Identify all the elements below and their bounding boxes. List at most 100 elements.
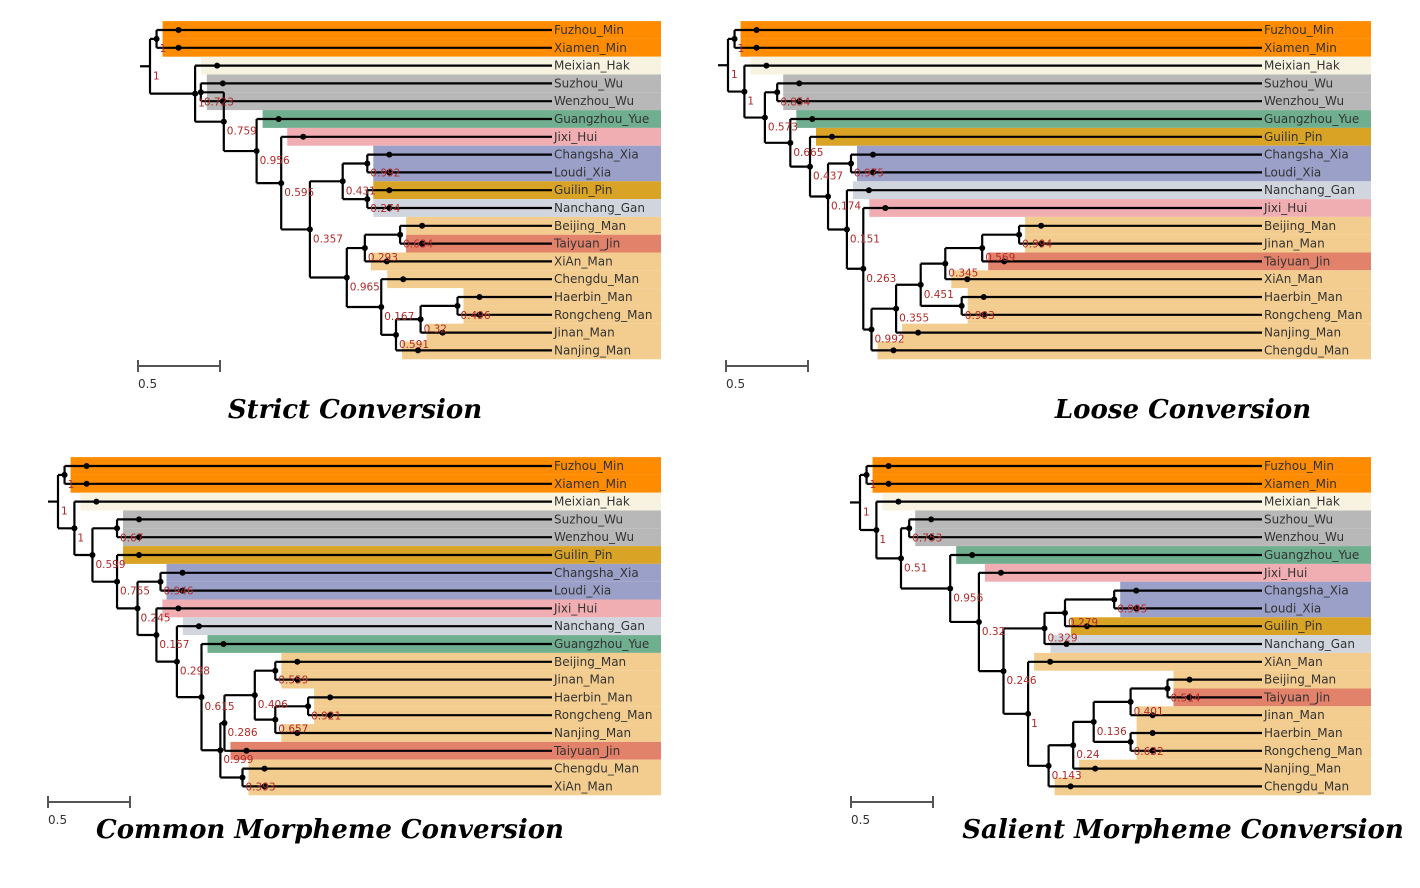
leaf-label: Wenzhou_Wu — [1264, 530, 1344, 544]
tree-node — [253, 148, 260, 155]
leaf-label: Haerbin_Man — [1264, 726, 1343, 740]
support-value: 0.496 — [461, 310, 491, 322]
support-value: 0.136 — [1097, 726, 1127, 738]
tree-node — [1127, 698, 1134, 705]
tree-node — [753, 44, 760, 51]
scale-bar-label: 0.5 — [138, 377, 157, 391]
leaf-label: Chengdu_Man — [554, 762, 639, 776]
leaf-label: Beijing_Man — [1264, 219, 1336, 233]
support-value: 0.263 — [866, 273, 896, 285]
leaf-label: XiAn_Man — [1264, 655, 1323, 669]
leaf-label: Rongcheng_Man — [554, 708, 652, 722]
leaf-label: Loudi_Xia — [1264, 601, 1321, 615]
support-value: 0.279 — [1068, 617, 1098, 629]
support-value: 0.293 — [368, 252, 398, 264]
support-value: 1 — [747, 96, 754, 108]
leaf-label: Nanchang_Gan — [554, 201, 645, 215]
support-value: 0.569 — [985, 252, 1015, 264]
leaf-label: Taiyuan_Jin — [1263, 254, 1330, 268]
leaf-label: Beijing_Man — [554, 655, 626, 669]
support-value: 0.854 — [780, 96, 810, 108]
tree-node — [219, 98, 226, 105]
tree-node — [179, 587, 186, 594]
tree-node — [829, 133, 835, 140]
support-value: 0.999 — [223, 754, 253, 766]
leaf-label: Nanchang_Gan — [1264, 637, 1355, 651]
tree-node — [1133, 587, 1140, 594]
leaf-label: Xiamen_Min — [1264, 41, 1337, 55]
leaf-label: Guilin_Pin — [554, 548, 612, 562]
tree-node — [1149, 730, 1156, 736]
tree-node — [906, 525, 913, 532]
support-value: 0.946 — [164, 586, 194, 598]
leaf-label: Taiyuan_Jin — [553, 744, 620, 758]
tree-node — [917, 281, 924, 288]
tree-node — [439, 329, 446, 336]
leaf-label: Changsha_Xia — [1264, 584, 1349, 598]
leaf-label: Guangzhou_Yue — [554, 112, 649, 126]
support-value: 0.286 — [227, 727, 257, 739]
scale-bar-label: 0.5 — [726, 377, 745, 391]
tree-node — [195, 623, 202, 630]
leaf-label: Nanchang_Gan — [1264, 183, 1355, 197]
leaf-label: Nanjing_Man — [554, 726, 631, 740]
tree-node — [893, 305, 900, 312]
tree-node — [294, 730, 301, 736]
tree-node — [192, 90, 199, 97]
tree-node — [969, 552, 976, 558]
tree-node — [787, 139, 794, 146]
support-value: 0.615 — [205, 701, 235, 713]
support-value: 1 — [68, 479, 75, 491]
tree-node — [71, 525, 78, 532]
tree-node — [214, 62, 221, 69]
tree-node — [731, 35, 738, 42]
leaf-label: Rongcheng_Man — [1264, 308, 1362, 322]
leaf-label: Wenzhou_Wu — [554, 94, 634, 108]
group-band-jin — [1173, 688, 1371, 707]
tree-node — [1038, 240, 1045, 247]
leaf-label: Jinan_Man — [1263, 237, 1325, 251]
leaf-label: Meixian_Hak — [554, 495, 630, 509]
support-value: 1 — [160, 43, 167, 55]
support-value: 0.995 — [1117, 604, 1147, 616]
tree-node — [1001, 258, 1008, 265]
support-value: 0.994 — [1022, 239, 1052, 251]
leaf-label: Guangzhou_Yue — [1264, 112, 1359, 126]
group-band-man — [463, 305, 661, 324]
tree-node — [915, 329, 922, 336]
support-value: 0.753 — [912, 532, 942, 544]
support-value: 1 — [870, 479, 877, 491]
tree-node — [239, 774, 246, 781]
tree-panel-2: 1 0.854 0.975 0.994 0.903 0.569 0.345 0.451 0.35… — [718, 21, 1371, 425]
leaf-label: Chengdu_Man — [1264, 779, 1349, 793]
support-value: 0.755 — [120, 586, 150, 598]
tree-node — [220, 118, 227, 125]
tree-node — [975, 618, 982, 625]
support-value: 0.921 — [311, 710, 341, 722]
tree-node — [114, 578, 121, 585]
leaf-label: Xiamen_Min — [1264, 477, 1337, 491]
tree-node — [942, 260, 949, 267]
support-value: 0.903 — [965, 310, 995, 322]
leaf-label: Jixi_Hui — [1263, 566, 1307, 580]
tree-node — [454, 302, 461, 309]
leaf-label: Fuzhou_Min — [1264, 23, 1334, 37]
tree-node — [476, 311, 483, 318]
tree-node — [774, 89, 781, 96]
tree-node — [1047, 658, 1054, 665]
tree-node — [1090, 718, 1097, 725]
leaf-label: Taiyuan_Jin — [1263, 690, 1330, 704]
support-value: 0.975 — [854, 168, 884, 180]
tree-node — [807, 163, 813, 170]
tree-node — [386, 187, 393, 194]
support-value: 0.634 — [403, 239, 433, 251]
support-value: 0.956 — [260, 155, 290, 167]
support-value: 0.632 — [1134, 746, 1164, 758]
leaf-label: Wenzhou_Wu — [1264, 94, 1344, 108]
leaf-label: Suzhou_Wu — [554, 512, 623, 526]
tree-node — [397, 231, 404, 238]
tree-node — [134, 605, 141, 612]
leaf-label: Xiamen_Min — [554, 41, 627, 55]
tree-node — [175, 605, 182, 612]
